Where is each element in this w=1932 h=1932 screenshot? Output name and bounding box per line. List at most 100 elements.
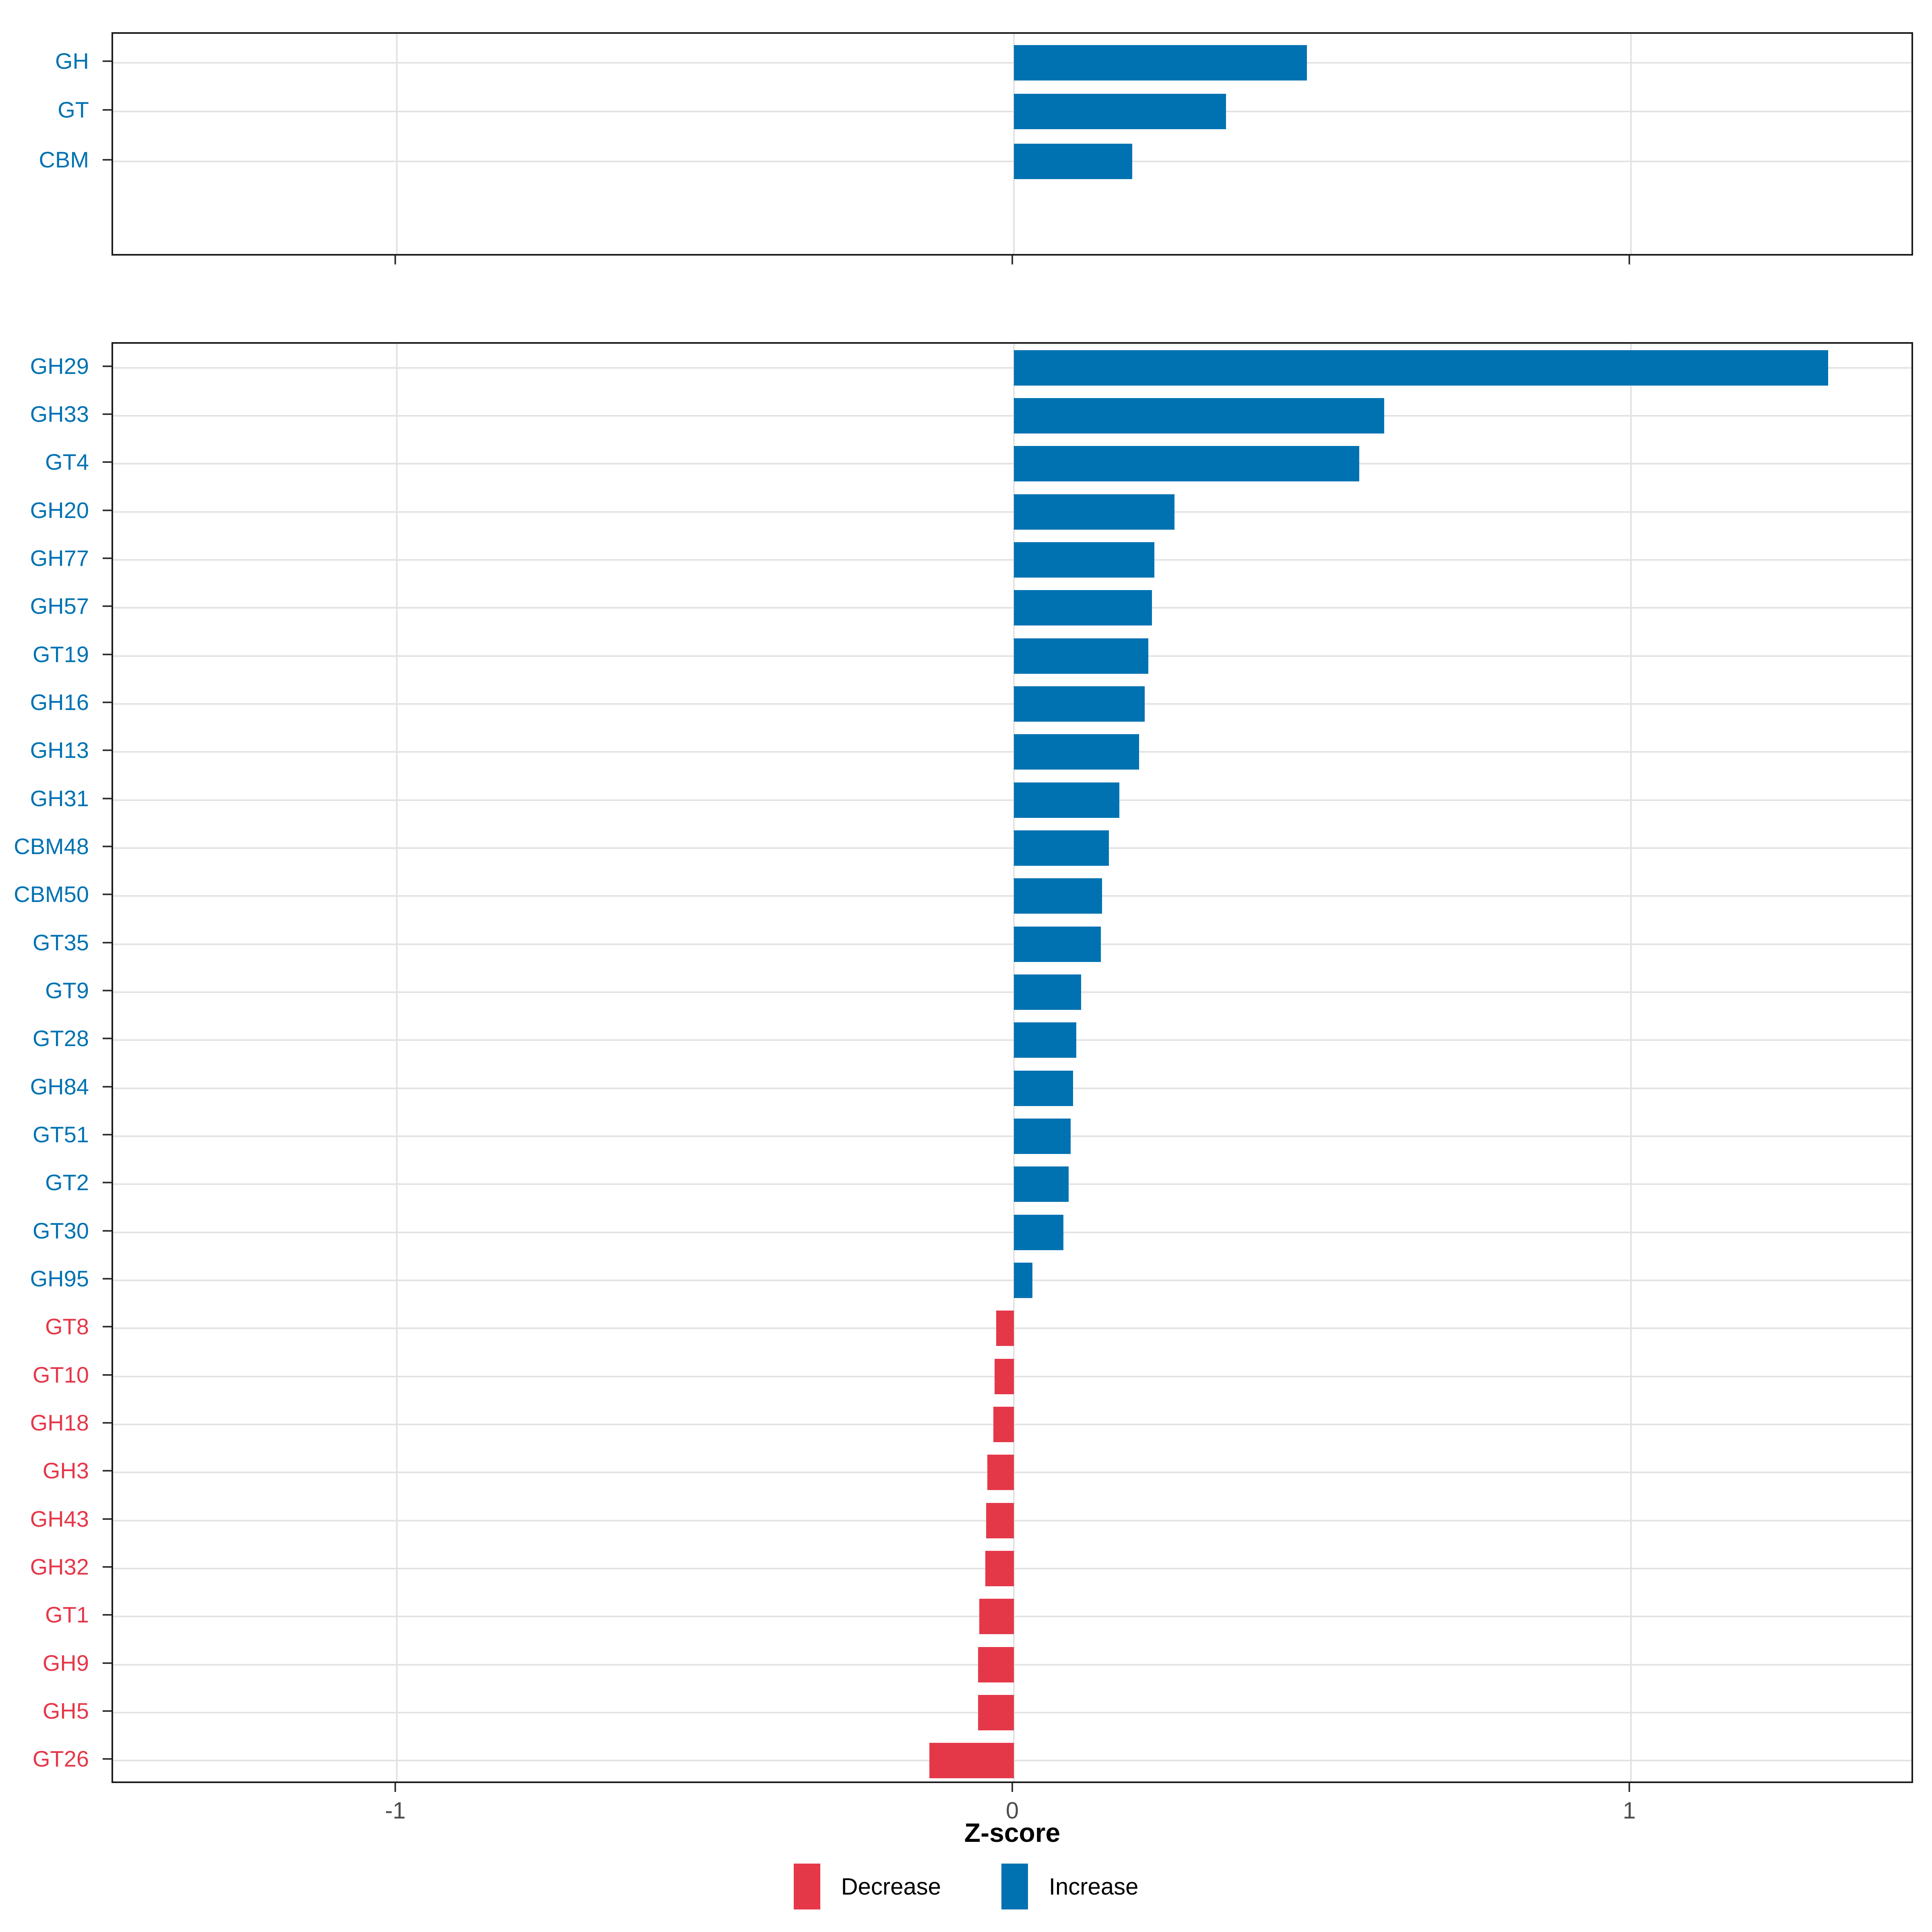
x-axis-tick bbox=[1011, 1783, 1013, 1792]
bar-CBM48 bbox=[1014, 830, 1109, 866]
bar-GH20 bbox=[1014, 494, 1174, 530]
category-label-CBM: CBM bbox=[39, 147, 89, 172]
y-axis-tick bbox=[103, 797, 111, 799]
gridline-h bbox=[113, 62, 1911, 64]
gridline-v bbox=[396, 344, 398, 1781]
bar-GH13 bbox=[1014, 734, 1139, 770]
gridline-v bbox=[1013, 344, 1015, 1781]
category-label-GT51: GT51 bbox=[32, 1122, 89, 1147]
y-axis-tick bbox=[103, 1710, 111, 1712]
bar-GH77 bbox=[1014, 542, 1155, 578]
category-label-GT1: GT1 bbox=[45, 1602, 89, 1628]
category-label-CBM48: CBM48 bbox=[14, 834, 89, 859]
bar-CBM bbox=[1014, 143, 1133, 179]
y-axis-tick bbox=[103, 653, 111, 655]
gridline-h bbox=[113, 655, 1911, 657]
bar-GH16 bbox=[1014, 686, 1145, 722]
category-label-GH29: GH29 bbox=[30, 353, 89, 379]
category-label-GH84: GH84 bbox=[30, 1073, 89, 1099]
bar-GT26 bbox=[929, 1743, 1014, 1779]
bar-GH57 bbox=[1014, 590, 1152, 626]
category-label-GH32: GH32 bbox=[30, 1554, 89, 1579]
x-axis-tick bbox=[1628, 1783, 1630, 1792]
gridline-h bbox=[113, 463, 1911, 465]
gridline-h bbox=[113, 511, 1911, 513]
y-axis-tick bbox=[103, 1422, 111, 1424]
legend-swatch-increase bbox=[1001, 1864, 1028, 1909]
category-label-GH3: GH3 bbox=[42, 1458, 89, 1484]
category-label-GT9: GT9 bbox=[45, 978, 89, 1003]
gridline-h bbox=[113, 1087, 1911, 1089]
x-tick-label: 1 bbox=[1622, 1798, 1636, 1824]
bar-GH32 bbox=[985, 1551, 1014, 1586]
bar-GH95 bbox=[1014, 1263, 1032, 1298]
bar-GT9 bbox=[1014, 974, 1082, 1010]
category-label-GT4: GT4 bbox=[45, 449, 89, 475]
bar-GH bbox=[1014, 45, 1307, 81]
y-axis-tick bbox=[103, 1230, 111, 1232]
gridline-h bbox=[113, 895, 1911, 897]
category-label-GT10: GT10 bbox=[32, 1362, 89, 1387]
bar-GH3 bbox=[987, 1455, 1014, 1490]
category-label-GH57: GH57 bbox=[30, 593, 89, 619]
y-axis-tick bbox=[103, 1662, 111, 1664]
x-axis-tick bbox=[1628, 256, 1630, 264]
y-axis-tick bbox=[103, 1086, 111, 1088]
x-axis-title: Z-score bbox=[964, 1818, 1061, 1847]
gridline-h bbox=[113, 751, 1911, 753]
category-label-GH9: GH9 bbox=[42, 1650, 89, 1676]
y-axis-tick bbox=[103, 1758, 111, 1760]
legend-item-decrease: Decrease bbox=[793, 1864, 941, 1909]
y-axis-tick bbox=[103, 1326, 111, 1328]
gridline-v bbox=[1630, 344, 1632, 1781]
category-label-GH43: GH43 bbox=[30, 1506, 89, 1532]
y-axis-tick bbox=[103, 749, 111, 751]
bar-GT10 bbox=[995, 1358, 1014, 1394]
gridline-h bbox=[113, 1280, 1911, 1281]
y-axis-tick bbox=[103, 894, 111, 896]
category-label-GH18: GH18 bbox=[30, 1410, 89, 1435]
y-axis-tick bbox=[103, 1182, 111, 1184]
legend-label-decrease: Decrease bbox=[841, 1873, 941, 1900]
category-label-GT: GT bbox=[58, 97, 89, 123]
gridline-h bbox=[113, 1135, 1911, 1137]
category-label-GH20: GH20 bbox=[30, 497, 89, 523]
category-label-GT35: GT35 bbox=[32, 929, 89, 955]
gridline-h bbox=[113, 1039, 1911, 1041]
category-label-GH95: GH95 bbox=[30, 1266, 89, 1291]
y-axis-tick bbox=[103, 605, 111, 607]
gridline-h bbox=[113, 415, 1911, 417]
gridline-h bbox=[113, 559, 1911, 561]
y-axis-tick bbox=[103, 1566, 111, 1568]
gridline-h bbox=[113, 703, 1911, 705]
y-axis-tick bbox=[103, 702, 111, 703]
gridline-h bbox=[113, 367, 1911, 369]
gridline-h bbox=[113, 1231, 1911, 1233]
gridline-h bbox=[113, 111, 1911, 113]
gridline-h bbox=[113, 1183, 1911, 1185]
bar-GT30 bbox=[1014, 1214, 1063, 1250]
gridline-h bbox=[113, 991, 1911, 993]
x-tick-label: -1 bbox=[385, 1798, 406, 1824]
y-axis-tick bbox=[103, 1038, 111, 1040]
gridline-h bbox=[113, 799, 1911, 801]
category-label-GT30: GT30 bbox=[32, 1218, 89, 1243]
bar-GT35 bbox=[1014, 926, 1101, 962]
gridline-v bbox=[1630, 34, 1632, 254]
y-axis-tick bbox=[103, 846, 111, 847]
bar-GH31 bbox=[1014, 782, 1120, 818]
y-axis-tick bbox=[103, 413, 111, 415]
category-label-GT28: GT28 bbox=[32, 1026, 89, 1051]
bar-GT28 bbox=[1014, 1022, 1076, 1058]
y-axis-tick bbox=[103, 1134, 111, 1135]
y-axis-tick bbox=[103, 941, 111, 943]
bar-GH29 bbox=[1014, 350, 1829, 386]
bar-GT4 bbox=[1014, 446, 1360, 482]
x-tick-label: 0 bbox=[1005, 1798, 1019, 1824]
panel-enzyme-classes bbox=[111, 32, 1913, 256]
y-axis-tick bbox=[103, 1374, 111, 1376]
y-axis-tick bbox=[103, 557, 111, 559]
category-label-GH77: GH77 bbox=[30, 545, 89, 571]
category-label-GT19: GT19 bbox=[32, 641, 89, 667]
